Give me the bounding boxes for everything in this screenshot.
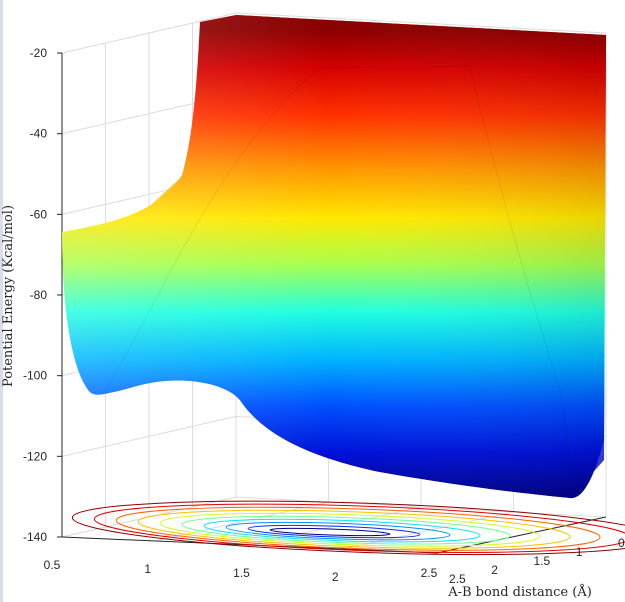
contour-line <box>247 524 421 539</box>
y-tick-label: 0.5 <box>618 536 625 550</box>
contour-line <box>71 500 625 555</box>
contour-line <box>269 527 391 537</box>
contour-line <box>203 518 481 543</box>
contour-line <box>137 509 571 549</box>
z-tick-label: -60 <box>30 207 48 221</box>
x-tick-label: 1 <box>144 562 151 576</box>
y-tick-label: 2.5 <box>449 572 466 586</box>
y-tick-label: 1.5 <box>534 554 551 568</box>
contour-projection <box>71 500 625 555</box>
z-tick-label: -120 <box>23 449 47 463</box>
x-tick-label: 0.5 <box>44 558 61 572</box>
contour-line <box>181 515 511 545</box>
energy-surface <box>62 15 606 499</box>
y-tick-label: 2 <box>491 563 498 577</box>
contour-line <box>93 503 625 553</box>
tick-labels: -20 -40 -60 -80 -100 -120 -140 0.5 1 1.5 2 2.5 2.5 2 1… <box>23 46 625 586</box>
x-tick-label: 2 <box>332 570 339 584</box>
x-tick-label: 1.5 <box>233 566 250 580</box>
z-tick-label: -140 <box>23 530 47 544</box>
floor-gridline <box>61 496 237 538</box>
z-tick-label: -20 <box>30 46 48 60</box>
contour-line <box>115 506 601 551</box>
y-tick-label: 1 <box>576 545 583 559</box>
x-tick-label: 2.5 <box>421 566 438 580</box>
y-axis-label: A-B bond distance (Å) <box>447 584 592 600</box>
z-tick-label: -80 <box>30 288 48 302</box>
contour-line <box>159 512 541 547</box>
z-tick-label: -40 <box>30 127 48 141</box>
surface-highlight <box>62 15 606 499</box>
z-axis-label: Potential Energy (Kcal/mol) <box>1 205 16 387</box>
contour-line <box>225 521 451 541</box>
window-edge <box>0 0 3 602</box>
z-tick-label: -100 <box>23 369 47 383</box>
floor-gridline <box>343 511 514 550</box>
